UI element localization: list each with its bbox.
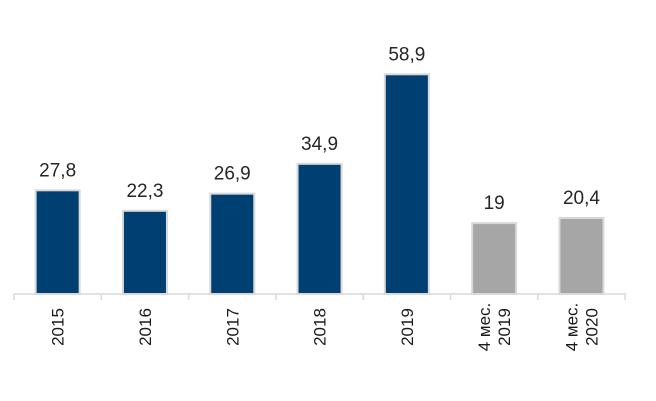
category-labels-group: 2015 2016 2017 2018 2019 4 мес. 2019 4 мес. 2020 [49, 303, 602, 352]
x-tick-label: 2018 [311, 308, 330, 346]
bar [558, 216, 605, 296]
bar [383, 73, 430, 296]
bar [121, 209, 168, 295]
x-axis [13, 293, 626, 300]
data-label: 20,4 [563, 188, 600, 209]
x-tick-label: 2015 [49, 308, 68, 346]
category-label: 4 мес. 2019 [475, 303, 514, 352]
category-label: 2018 [311, 308, 330, 346]
x-tick-label: 4 мес. [475, 303, 494, 352]
category-label: 2017 [223, 308, 242, 346]
data-label: 58,9 [388, 44, 425, 65]
x-tick-label: 4 мес. [562, 303, 581, 352]
x-tick-label: 2020 [582, 308, 601, 346]
data-label: 34,9 [301, 134, 338, 155]
category-label: 2015 [49, 308, 68, 346]
x-tick-label: 2016 [136, 308, 155, 346]
category-label: 2019 [398, 308, 417, 346]
bar [209, 192, 256, 295]
bar [34, 189, 81, 295]
category-label: 4 мес. 2020 [562, 303, 601, 352]
category-label: 2016 [136, 308, 155, 346]
bars-group [34, 73, 605, 296]
value-labels-group: 27,8 22,3 26,9 34,9 58,9 19 20,4 [39, 44, 600, 214]
data-label: 26,9 [214, 164, 251, 185]
data-label: 22,3 [126, 181, 163, 202]
data-label: 27,8 [39, 160, 76, 181]
data-label: 19 [484, 193, 505, 214]
bar [296, 162, 343, 295]
x-tick-label: 2017 [223, 308, 242, 346]
bar [471, 222, 518, 296]
x-tick-label: 2019 [495, 308, 514, 346]
x-tick-label: 2019 [398, 308, 417, 346]
